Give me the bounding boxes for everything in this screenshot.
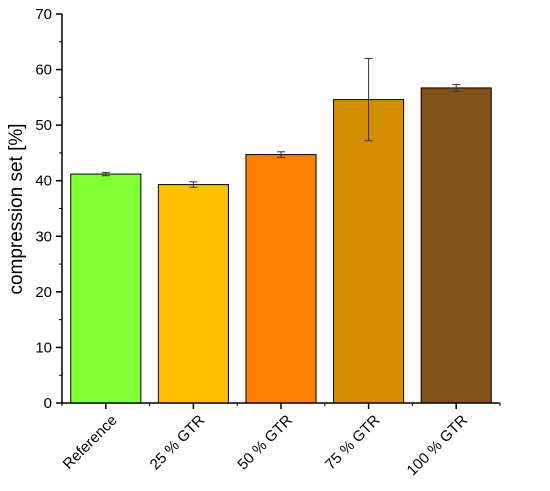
- axes-group: [56, 13, 501, 409]
- y-tick-label: 30: [35, 228, 52, 245]
- x-tick-label: 75 % GTR: [322, 412, 384, 474]
- y-tick-label: 40: [35, 173, 52, 190]
- y-axis-title: compression set [%]: [6, 123, 27, 294]
- bar-4: [333, 99, 405, 404]
- y-tick-label: 50: [35, 117, 52, 134]
- bar-5: [420, 87, 492, 404]
- error-bar-4: [364, 57, 373, 142]
- y-tick-label: 10: [35, 339, 52, 356]
- error-bar-1: [101, 171, 110, 177]
- bar-2: [157, 184, 229, 404]
- error-bar-2: [189, 181, 198, 188]
- error-bar-3: [277, 151, 285, 158]
- y-tick-label: 0: [44, 395, 52, 412]
- y-tick-labels: 0 10 20 30 40 50 60 70: [35, 6, 52, 412]
- y-tick-label: 60: [35, 62, 52, 79]
- error-bars-group: [101, 57, 461, 188]
- x-tick-label: 50 % GTR: [234, 412, 296, 474]
- y-tick-label: 20: [35, 284, 52, 301]
- bar-1: [70, 173, 142, 404]
- x-tick-labels: Reference 25 % GTR 50 % GTR 75 % GTR 100 % G…: [60, 412, 471, 480]
- bar-3: [245, 154, 317, 404]
- bars-group: [70, 87, 492, 404]
- y-tick-label: 70: [35, 6, 52, 23]
- x-tick-label: 25 % GTR: [147, 412, 209, 474]
- x-tick-label: Reference: [60, 412, 121, 473]
- error-bar-5: [452, 84, 461, 92]
- x-tick-label: 100 % GTR: [404, 412, 472, 480]
